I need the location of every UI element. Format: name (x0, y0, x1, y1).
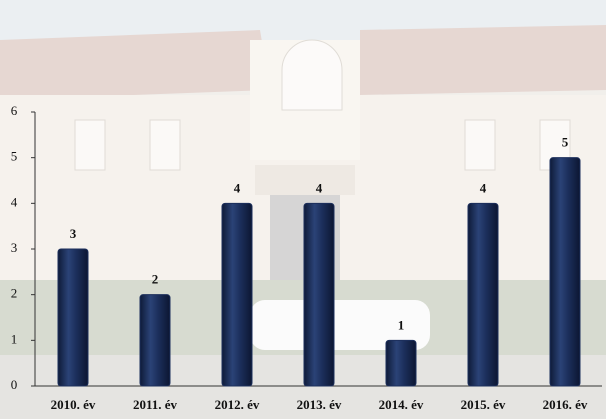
value-label: 1 (398, 317, 405, 332)
y-tick-label: 0 (11, 377, 18, 392)
y-tick-label: 6 (11, 103, 18, 118)
x-tick-label: 2012. év (215, 397, 260, 412)
x-tick-label: 2013. év (297, 397, 342, 412)
x-tick-label: 2015. év (461, 397, 506, 412)
bar (467, 202, 499, 387)
x-tick-label: 2014. év (379, 397, 424, 412)
value-label: 4 (480, 180, 487, 195)
y-tick-label: 2 (11, 286, 18, 301)
bar (139, 294, 171, 387)
bar (385, 339, 417, 387)
bar (303, 202, 335, 387)
y-tick-label: 3 (11, 240, 18, 255)
y-tick-label: 1 (11, 331, 18, 346)
x-tick-label: 2016. év (543, 397, 588, 412)
y-tick-label: 4 (11, 194, 18, 209)
bar (57, 248, 89, 387)
x-tick-label: 2010. év (51, 397, 96, 412)
x-tick-label: 2011. év (133, 397, 178, 412)
value-label: 4 (316, 180, 323, 195)
value-label: 5 (562, 135, 569, 150)
bar (221, 202, 253, 387)
value-label: 3 (70, 226, 77, 241)
value-label: 4 (234, 180, 241, 195)
value-label: 2 (152, 272, 159, 287)
bar (549, 157, 581, 387)
y-tick-label: 5 (11, 149, 18, 164)
